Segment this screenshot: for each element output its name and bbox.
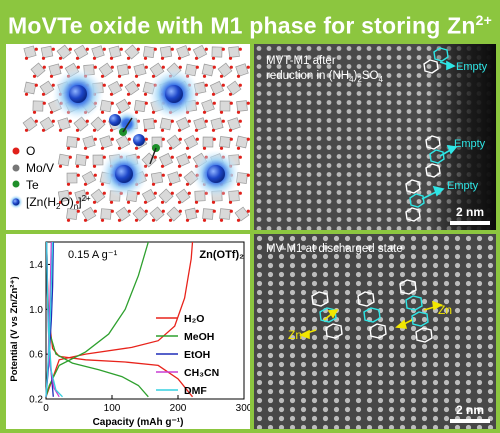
legend-mov: Mo/V bbox=[26, 161, 54, 175]
scale-bar-top bbox=[450, 221, 490, 225]
figure-title: MoVTe oxide with M1 phase for storing Zn… bbox=[0, 0, 500, 40]
series-line-5-discharge bbox=[46, 241, 63, 398]
zn-channel-markers bbox=[311, 279, 433, 343]
legend-label: MeOH bbox=[184, 331, 214, 343]
tem-top-caption-line2: reduction in (NH4)2SO4 bbox=[266, 70, 383, 84]
series-line-1-discharge bbox=[46, 241, 194, 398]
y-tick-label: 1.4 bbox=[29, 260, 43, 271]
empty-label-2: Empty bbox=[454, 138, 486, 150]
rate-label: 0.15 A g⁻¹ bbox=[68, 249, 118, 261]
legend-label: H₂O bbox=[184, 313, 204, 325]
series-line-5-charge bbox=[45, 241, 54, 397]
plot-legend: H₂O MeOH EtOH CH₃CN DMF bbox=[156, 313, 219, 397]
tem-image-reduced: MVT-M1 after reduction in (NH4)2SO4 Empt… bbox=[254, 44, 496, 230]
y-axis-label: Potential (V vs Zn/Zn²⁺) bbox=[9, 276, 20, 381]
legend-o: O bbox=[26, 144, 35, 158]
plot-curves bbox=[45, 241, 194, 398]
empty-label-1: Empty bbox=[456, 61, 488, 73]
zn-label-2: Zn bbox=[438, 303, 452, 317]
legend-zn-complex: [Zn(H2O)n]2+ bbox=[26, 194, 91, 211]
plot-axes: 0 100 200 300 0.2 0.6 1.0 1.4 bbox=[29, 241, 250, 414]
plot-frame bbox=[45, 241, 245, 400]
empty-channel-markers bbox=[405, 47, 449, 222]
y-tick-label: 1.0 bbox=[29, 305, 43, 316]
tem-image-discharged: MV-M1 at discharged state Zn Zn 2 nm bbox=[254, 234, 496, 429]
legend-label: CH₃CN bbox=[184, 367, 219, 379]
scale-bar-bottom bbox=[450, 419, 490, 423]
series-line-2-charge bbox=[45, 241, 149, 397]
empty-label-3: Empty bbox=[447, 180, 479, 192]
x-tick-label: 300 bbox=[236, 403, 250, 414]
electrolyte-label: Zn(OTf)₂ bbox=[199, 249, 244, 261]
title-text: MoVTe oxide with M1 phase for storing Zn bbox=[8, 12, 476, 39]
structure-legend: O Mo/V Te [Zn(H2O)n]2+ bbox=[9, 144, 91, 211]
title-superscript: 2+ bbox=[475, 12, 492, 28]
scale-label-top: 2 nm bbox=[456, 205, 484, 219]
charge-discharge-plot: 0 100 200 300 0.2 0.6 1.0 1.4 H₂O MeOH EtOH CH₃CN D… bbox=[6, 234, 250, 429]
empty-arrows bbox=[421, 60, 458, 200]
zn-arrows bbox=[299, 300, 443, 340]
x-tick-label: 0 bbox=[43, 403, 49, 414]
legend-label: EtOH bbox=[184, 349, 210, 361]
x-axis-label: Capacity (mAh g⁻¹) bbox=[93, 417, 184, 428]
tem-top-caption-line1: MVT-M1 after bbox=[266, 55, 336, 67]
series-line-2-discharge bbox=[46, 241, 149, 398]
y-tick-label: 0.6 bbox=[29, 350, 43, 361]
x-tick-label: 100 bbox=[104, 403, 121, 414]
series-line-1-charge bbox=[45, 241, 194, 398]
zn-label-1: Zn bbox=[288, 328, 302, 342]
scale-label-bottom: 2 nm bbox=[456, 403, 484, 417]
legend-label: DMF bbox=[184, 385, 207, 397]
legend-te: Te bbox=[26, 178, 39, 192]
zinc-aqua-complexes bbox=[52, 68, 240, 198]
crystal-structure-panel: O Mo/V Te [Zn(H2O)n]2+ bbox=[6, 44, 250, 230]
crystal-structure-illustration: O Mo/V Te [Zn(H2O)n]2+ bbox=[9, 44, 250, 222]
x-tick-label: 200 bbox=[170, 403, 187, 414]
y-tick-label: 0.2 bbox=[29, 395, 43, 406]
tem-bottom-caption: MV-M1 at discharged state bbox=[266, 243, 403, 255]
